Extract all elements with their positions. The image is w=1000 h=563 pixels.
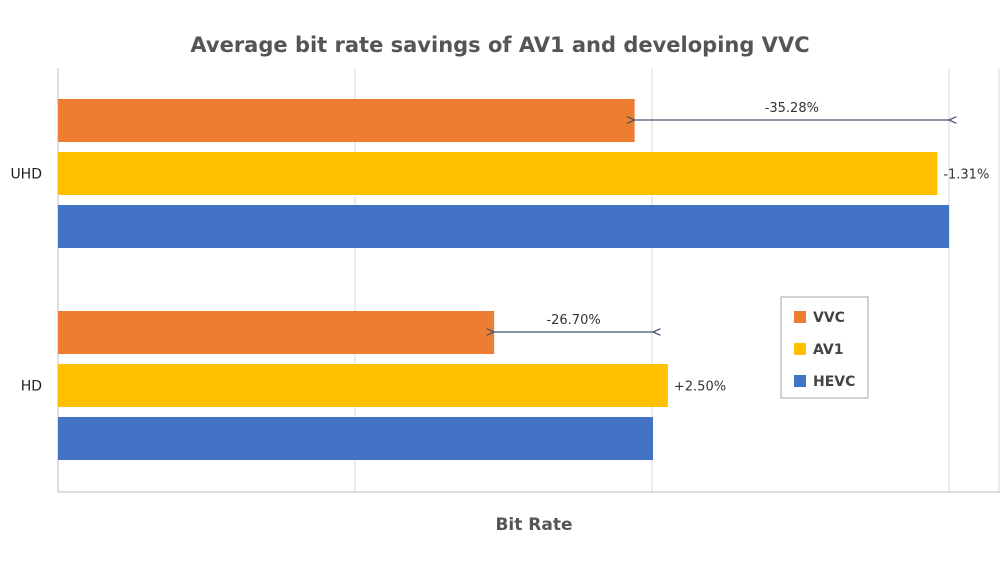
bar-hevc-hd — [58, 417, 654, 460]
bar-hevc-uhd — [58, 205, 949, 248]
x-axis-title: Bit Rate — [495, 515, 572, 535]
legend-label-hevc: HEVC — [813, 374, 855, 390]
av1-label-hd: +2.50% — [674, 380, 726, 395]
chart-title: Average bit rate savings of AV1 and deve… — [190, 33, 809, 57]
savings-label-hd: -26.70% — [546, 313, 600, 328]
bars — [58, 99, 949, 460]
legend-label-av1: AV1 — [813, 342, 843, 358]
legend-swatch-vvc — [794, 311, 806, 323]
av1-label-uhd: -1.31% — [943, 168, 989, 183]
legend-swatch-av1 — [794, 343, 806, 355]
bar-vvc-hd — [58, 311, 495, 354]
bar-av1-uhd — [58, 152, 938, 195]
annotations: -35.28% -1.31% -26.70% +2.50% — [494, 101, 989, 395]
legend-swatch-hevc — [794, 375, 806, 387]
bar-vvc-uhd — [58, 99, 635, 142]
savings-label-uhd: -35.28% — [765, 101, 819, 116]
category-labels: UHD HD — [10, 167, 42, 395]
category-label-uhd: UHD — [10, 167, 42, 183]
legend-label-vvc: VVC — [813, 310, 845, 326]
bar-av1-hd — [58, 364, 668, 407]
category-label-hd: HD — [21, 379, 42, 395]
legend: VVC AV1 HEVC — [780, 296, 869, 399]
